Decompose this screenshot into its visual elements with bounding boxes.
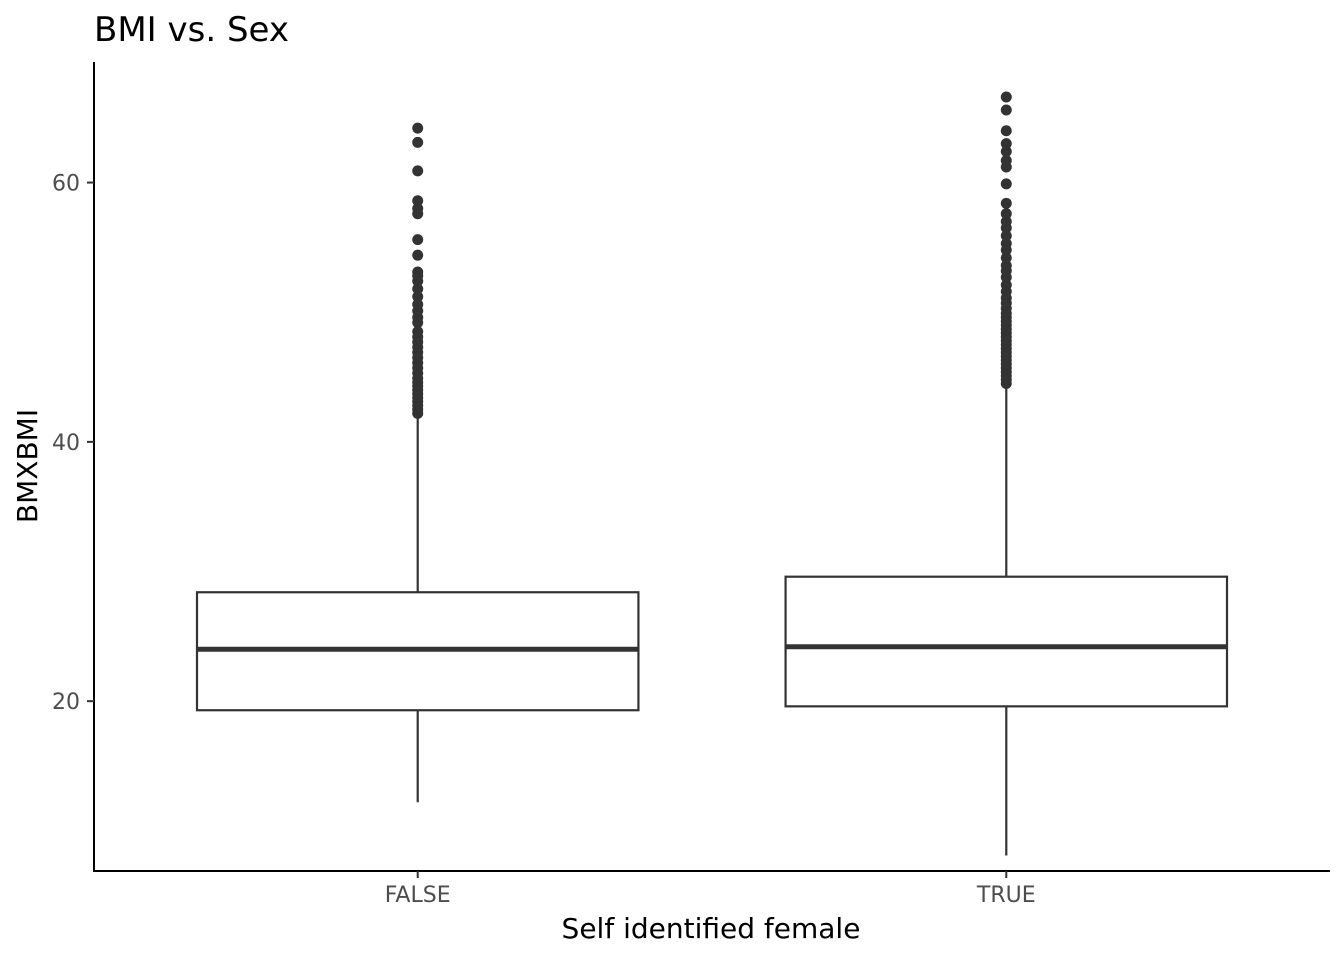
- outlier-point: [412, 266, 424, 278]
- outlier-point: [1000, 145, 1012, 157]
- outlier-point: [412, 291, 424, 303]
- outlier-point: [412, 136, 424, 148]
- iqr-box: [784, 575, 1229, 708]
- outlier-point: [1000, 230, 1012, 242]
- box-group-true: [784, 91, 1229, 856]
- outlier-point: [1000, 238, 1012, 250]
- outlier-point: [1000, 178, 1012, 190]
- outlier-point: [1000, 125, 1012, 137]
- chart-title: BMI vs. Sex: [94, 10, 289, 50]
- outlier-point: [412, 203, 424, 215]
- outlier-point: [412, 122, 424, 134]
- outlier-point: [412, 326, 424, 338]
- x-tick-label: TRUE: [976, 883, 1036, 908]
- outlier-point: [412, 195, 424, 207]
- outlier-point: [1000, 279, 1012, 291]
- plot-area: [195, 91, 1229, 856]
- outlier-point: [1000, 91, 1012, 103]
- outlier-point: [1000, 252, 1012, 264]
- x-axis-title: Self identified female: [562, 912, 861, 945]
- outlier-point: [412, 165, 424, 177]
- outlier-point: [1000, 260, 1012, 272]
- box-group-false: [195, 122, 640, 803]
- outlier-point: [412, 249, 424, 261]
- outlier-point: [1000, 138, 1012, 150]
- x-tick-label: FALSE: [385, 883, 451, 908]
- axis-ticks: 20 40 60 FALSE TRUE: [52, 172, 1036, 908]
- outlier-point: [412, 283, 424, 295]
- y-tick-label: 20: [52, 690, 80, 715]
- y-tick-label: 60: [52, 172, 80, 197]
- outlier-point: [1000, 104, 1012, 116]
- outlier-point: [1000, 155, 1012, 167]
- outlier-point: [412, 298, 424, 310]
- outlier-point: [1000, 197, 1012, 209]
- y-tick-label: 40: [52, 431, 80, 456]
- outlier-point: [1000, 208, 1012, 220]
- y-axis-title: BMXBMI: [11, 409, 44, 523]
- outlier-point: [412, 234, 424, 246]
- outlier-point: [1000, 215, 1012, 227]
